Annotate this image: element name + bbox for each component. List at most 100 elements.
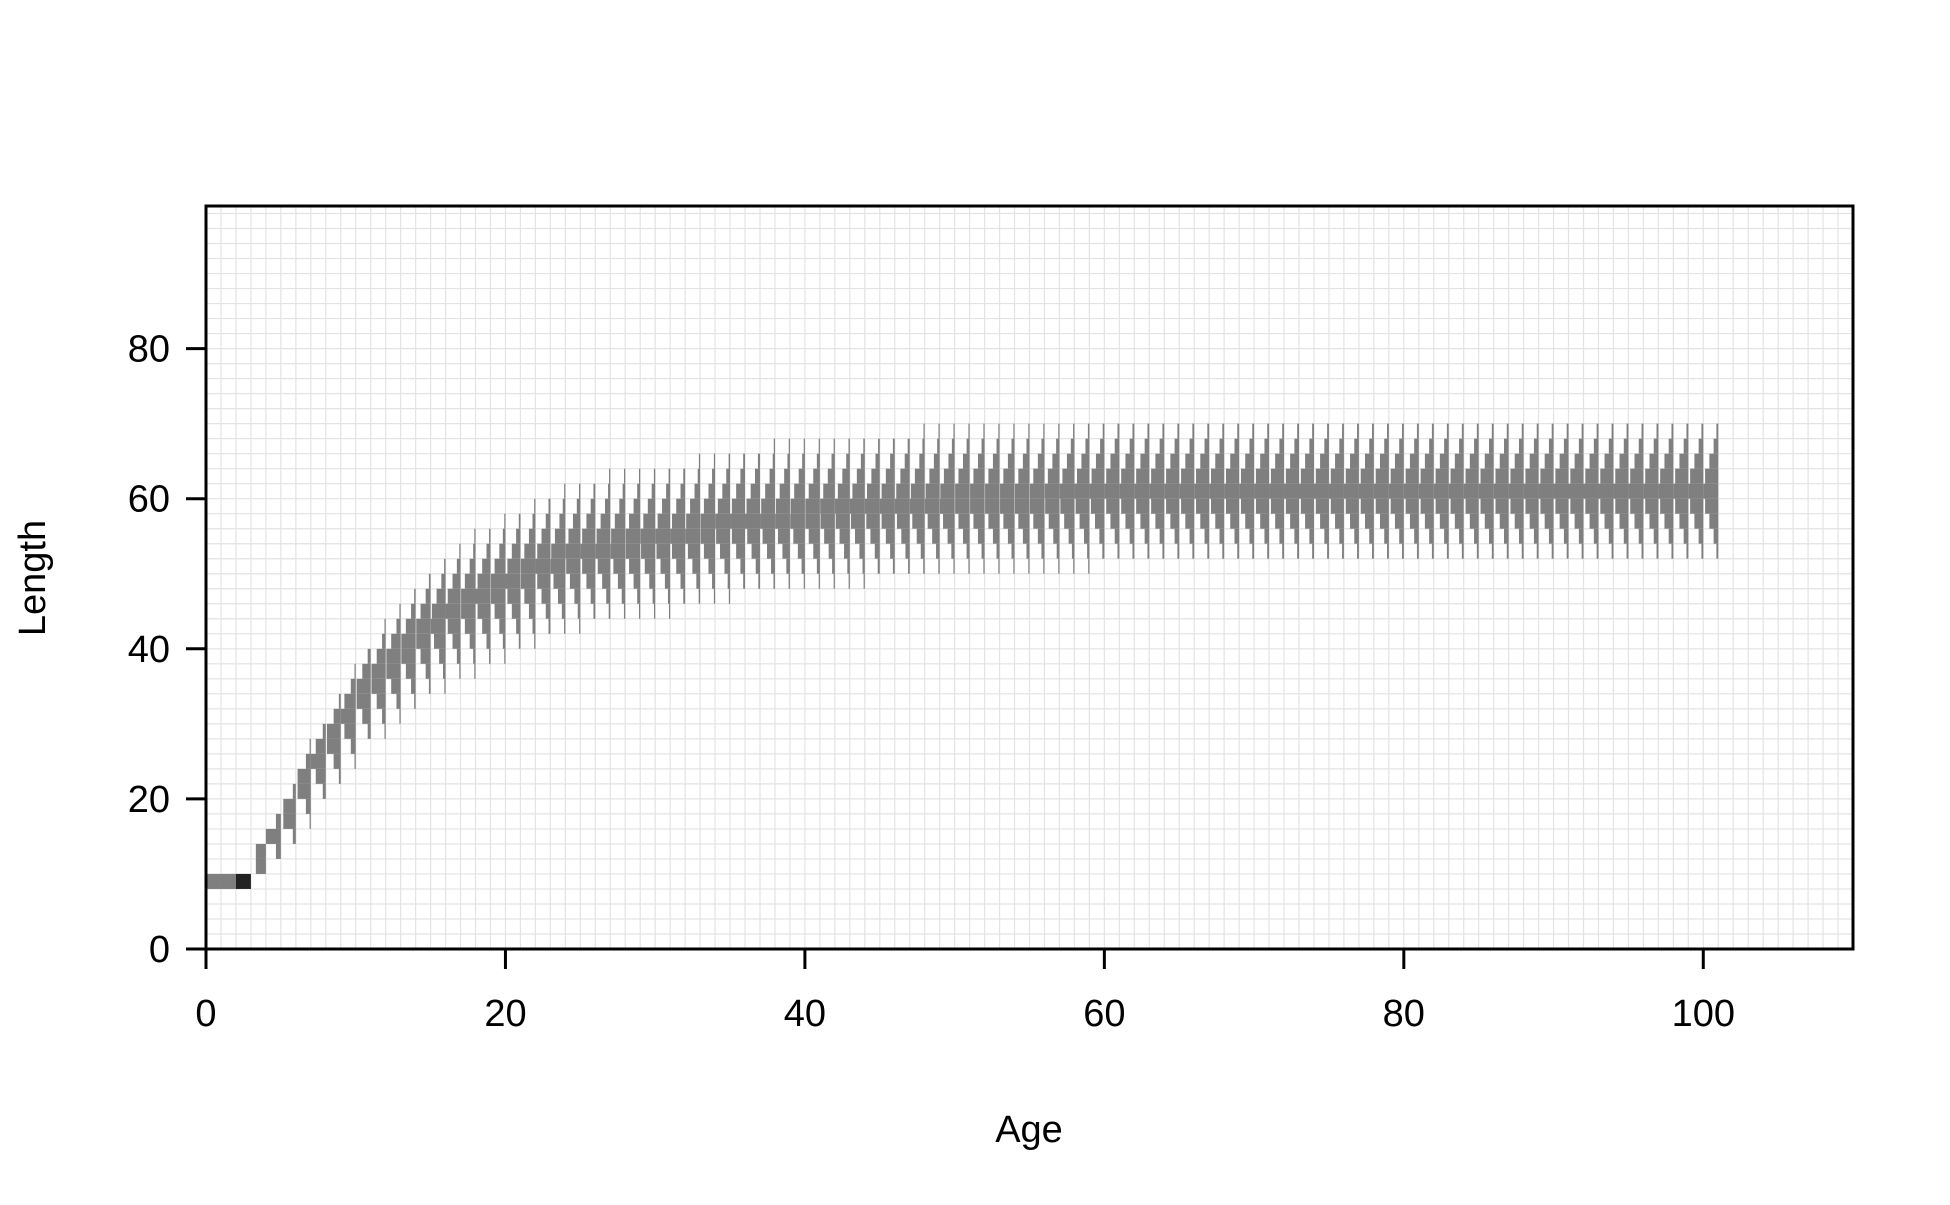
heatmap-cell [1196,498,1210,514]
heatmap-cell [382,708,386,724]
heatmap-cell [305,753,311,769]
heatmap-cell [1285,498,1300,514]
heatmap-cell [1230,453,1240,469]
heatmap-cell [1600,468,1614,484]
heatmap-cell [1132,543,1135,559]
heatmap-cell [1623,528,1629,544]
heatmap-cell [597,558,611,574]
heatmap-cell [502,633,506,649]
heatmap-cell [755,558,760,574]
heatmap-cell [1690,498,1704,514]
heatmap-cell [1523,483,1539,499]
heatmap-cell [292,783,296,799]
heatmap-cell [1028,423,1030,439]
heatmap-cell [516,528,521,544]
heatmap-cell [1255,498,1270,514]
heatmap-cell [1403,483,1419,499]
heatmap-cell [1583,483,1599,499]
heatmap-cell [1671,423,1674,439]
heatmap-cell [1345,468,1359,484]
heatmap-cell [1416,543,1419,559]
heatmap-cell [1386,423,1389,439]
heatmap-cell [1433,483,1449,499]
heatmap-cell [391,633,401,649]
heatmap-cell [765,483,775,499]
heatmap-cell [1369,528,1374,544]
heatmap-cell [494,603,506,619]
heatmap-cell [900,468,910,484]
heatmap-cell [1660,468,1674,484]
heatmap-cell [1041,543,1045,559]
heatmap-cell [1267,543,1270,559]
heatmap-cell [1589,513,1599,529]
heatmap-cell [730,513,746,529]
heatmap-cell [797,543,805,559]
heatmap-cell [600,513,611,529]
heatmap-cell [879,498,895,514]
heatmap-cell [1282,543,1285,559]
heatmap-cell [621,588,626,604]
y-axis-label: Length [12,520,54,636]
heatmap-cell [1059,483,1075,499]
heatmap-cell [255,858,266,874]
heatmap-cell [605,498,611,514]
heatmap-cell [1390,468,1404,484]
heatmap-cell [1085,438,1090,454]
heatmap-cell [951,438,955,454]
heatmap-cell [1003,513,1015,529]
heatmap-cell [1566,543,1569,559]
heatmap-cell [442,663,446,679]
heatmap-cell [504,513,506,529]
heatmap-cell [1335,453,1344,469]
heatmap-cell [371,663,386,679]
heatmap-cell [860,453,865,469]
heatmap-cell [936,543,940,559]
heatmap-cell [469,558,476,574]
heatmap-cell [1448,483,1464,499]
heatmap-cell [863,438,865,454]
heatmap-cell [818,438,820,454]
heatmap-cell [499,618,506,634]
heatmap-cell [1166,468,1180,484]
heatmap-cell [1386,543,1389,559]
heatmap-cell [698,453,701,469]
x-axis: 0 20 40 60 80 100 [195,947,1735,1035]
x-axis-label: Age [995,1109,1063,1151]
heatmap-cell [511,543,521,559]
heatmap-cell [687,543,701,559]
heatmap-cell [1342,543,1344,559]
heatmap-cell [1219,528,1225,544]
heatmap-cell [832,558,835,574]
heatmap-cell [1596,543,1599,559]
heatmap-cell [700,513,716,529]
heatmap-cell [1315,498,1329,514]
heatmap-cell [1506,423,1509,439]
heatmap-cell [1144,438,1150,454]
heatmap-cell [565,543,581,559]
heatmap-cell [1373,483,1389,499]
heatmap-cell [685,528,701,544]
heatmap-cell [428,678,431,694]
heatmap-cell [333,708,341,724]
heatmap-cell [644,558,656,574]
heatmap-cell [947,528,955,544]
heatmap-cell [712,468,716,484]
heatmap-cell [1211,498,1225,514]
heatmap-cell [1578,438,1584,454]
heatmap-cell [805,498,820,514]
heatmap-cell [1264,528,1270,544]
heatmap-cell [743,453,746,469]
heatmap-cell [662,498,671,514]
heatmap-cell [1480,498,1494,514]
heatmap-cell [376,693,386,709]
heatmap-cell [1073,423,1075,439]
heatmap-cell [1121,468,1135,484]
heatmap-cell [1414,528,1419,544]
heatmap-cell [1521,543,1524,559]
heatmap-cell [1345,498,1359,514]
heatmap-cell [983,558,985,574]
heatmap-cell [1222,423,1225,439]
heatmap-cell [1011,543,1015,559]
heatmap-cell [724,558,731,574]
heatmap-cell [1045,498,1060,514]
